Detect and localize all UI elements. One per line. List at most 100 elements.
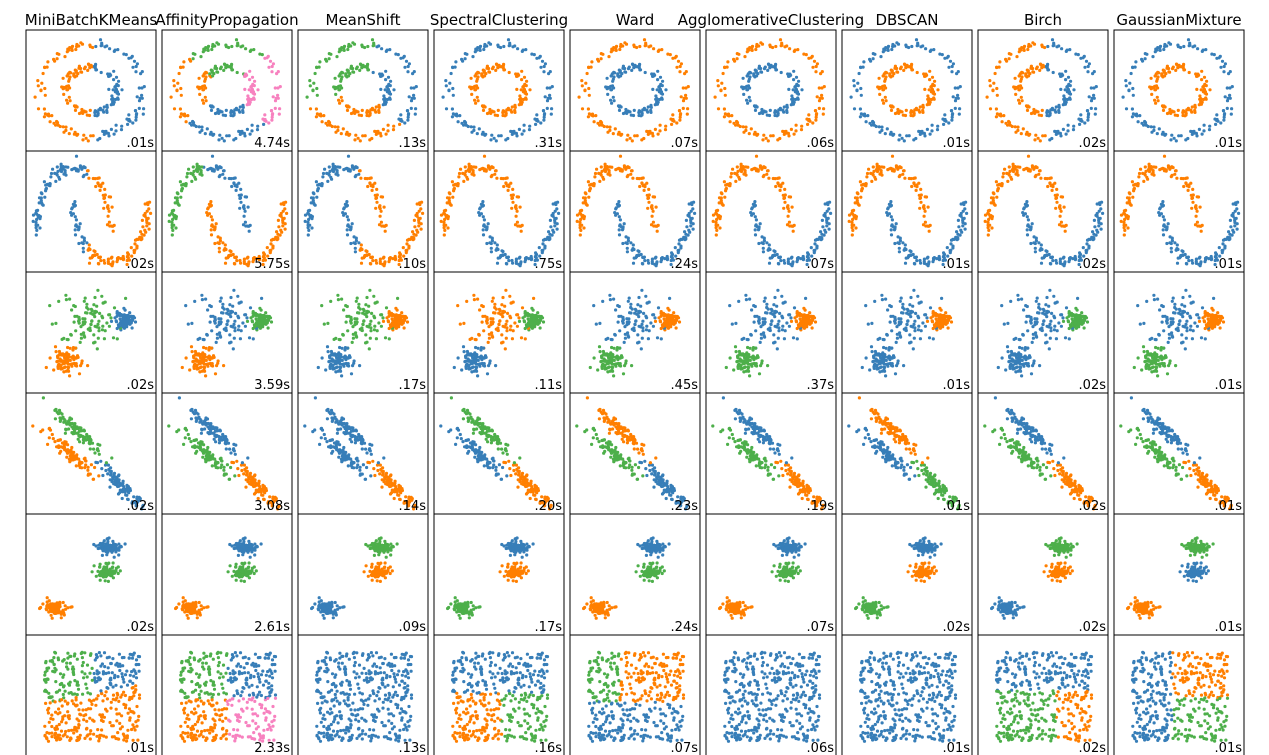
scatter-point	[614, 206, 618, 210]
scatter-point	[145, 209, 149, 213]
scatter-point	[472, 165, 476, 169]
scatter-point	[177, 71, 181, 76]
scatter-point	[683, 72, 687, 76]
scatter-point	[543, 244, 547, 248]
scatter-point	[659, 90, 664, 94]
scatter-point	[52, 368, 56, 372]
scatter-point	[918, 196, 922, 200]
scatter-point	[329, 175, 333, 179]
scatter-point	[316, 186, 320, 191]
scatter-point	[378, 257, 382, 261]
scatter-point	[673, 246, 677, 250]
scatter-point	[200, 165, 204, 169]
scatter-point	[1119, 219, 1123, 223]
scatter-point	[233, 262, 237, 266]
scatter-point	[108, 47, 112, 51]
scatter-point	[1170, 165, 1174, 169]
scatter-point	[618, 104, 622, 108]
scatter-point	[1040, 66, 1044, 70]
scatter-point	[386, 75, 391, 79]
scatter-point	[215, 70, 219, 74]
scatter-point	[553, 209, 557, 213]
scatter-point	[641, 262, 645, 266]
scatter-point	[580, 84, 584, 88]
scatter-point	[263, 113, 267, 117]
scatter-point	[881, 88, 886, 92]
scatter-point	[1048, 181, 1052, 185]
scatter-point	[62, 370, 66, 374]
scatter-point	[923, 195, 927, 199]
scatter-point	[308, 84, 312, 88]
scatter-point	[402, 54, 406, 59]
scatter-point	[218, 133, 222, 137]
scatter-point	[1050, 136, 1054, 141]
scatter-point	[99, 183, 103, 187]
scatter-point	[904, 66, 908, 70]
scatter-point	[379, 195, 383, 199]
scatter-point	[146, 216, 150, 220]
scatter-point	[957, 225, 961, 229]
scatter-point	[738, 168, 742, 172]
scatter-point	[1124, 107, 1129, 111]
scatter-point	[327, 57, 331, 61]
scatter-point	[239, 200, 243, 204]
scatter-point	[44, 186, 49, 191]
scatter-point	[720, 81, 724, 85]
scatter-point	[873, 175, 877, 179]
scatter-point	[609, 98, 613, 102]
scatter-point	[314, 180, 318, 184]
scatter-point	[347, 225, 351, 229]
scatter-point	[1191, 200, 1195, 204]
scatter-point	[635, 176, 639, 181]
scatter-point	[1097, 224, 1101, 228]
scatter-point	[224, 108, 228, 112]
scatter-point	[246, 255, 250, 259]
scatter-point	[217, 250, 221, 254]
scatter-point	[70, 206, 74, 210]
scatter-point	[827, 222, 831, 226]
scatter-point	[773, 249, 777, 254]
scatter-point	[68, 86, 72, 90]
scatter-point	[997, 182, 1002, 186]
scatter-point	[870, 179, 874, 183]
scatter-point	[270, 70, 274, 74]
scatter-point	[1041, 134, 1045, 138]
scatter-point	[149, 211, 153, 215]
scatter-point	[85, 302, 89, 306]
scatter-point	[451, 65, 455, 70]
scatter-point	[73, 314, 77, 318]
scatter-point	[545, 106, 549, 110]
scatter-point	[854, 226, 858, 230]
scatter-point	[410, 237, 414, 241]
scatter-point	[776, 181, 780, 185]
scatter-point	[814, 64, 818, 69]
scatter-point	[891, 133, 895, 137]
scatter-point	[209, 108, 214, 112]
scatter-point	[1045, 113, 1049, 118]
scatter-point	[73, 233, 78, 237]
scatter-point	[392, 124, 396, 128]
scatter-point	[267, 65, 271, 69]
scatter-point	[215, 111, 219, 115]
scatter-point	[641, 255, 645, 259]
scatter-point	[1045, 66, 1049, 70]
scatter-point	[851, 228, 855, 232]
scatter-point	[828, 200, 832, 204]
scatter-point	[399, 56, 403, 60]
scatter-point	[1038, 62, 1043, 66]
scatter-point	[910, 44, 914, 49]
scatter-point	[1054, 206, 1058, 210]
scatter-point	[363, 176, 367, 181]
scatter-point	[106, 257, 110, 261]
time-label: .75s	[535, 257, 563, 272]
scatter-point	[783, 187, 787, 191]
scatter-point	[1194, 261, 1198, 265]
scatter-point	[540, 59, 545, 63]
scatter-point	[821, 225, 825, 229]
scatter-point	[216, 235, 220, 239]
scatter-point	[181, 65, 185, 69]
scatter-point	[416, 230, 420, 234]
scatter-point	[221, 169, 226, 173]
scatter-point	[320, 120, 324, 124]
scatter-point	[409, 99, 414, 103]
